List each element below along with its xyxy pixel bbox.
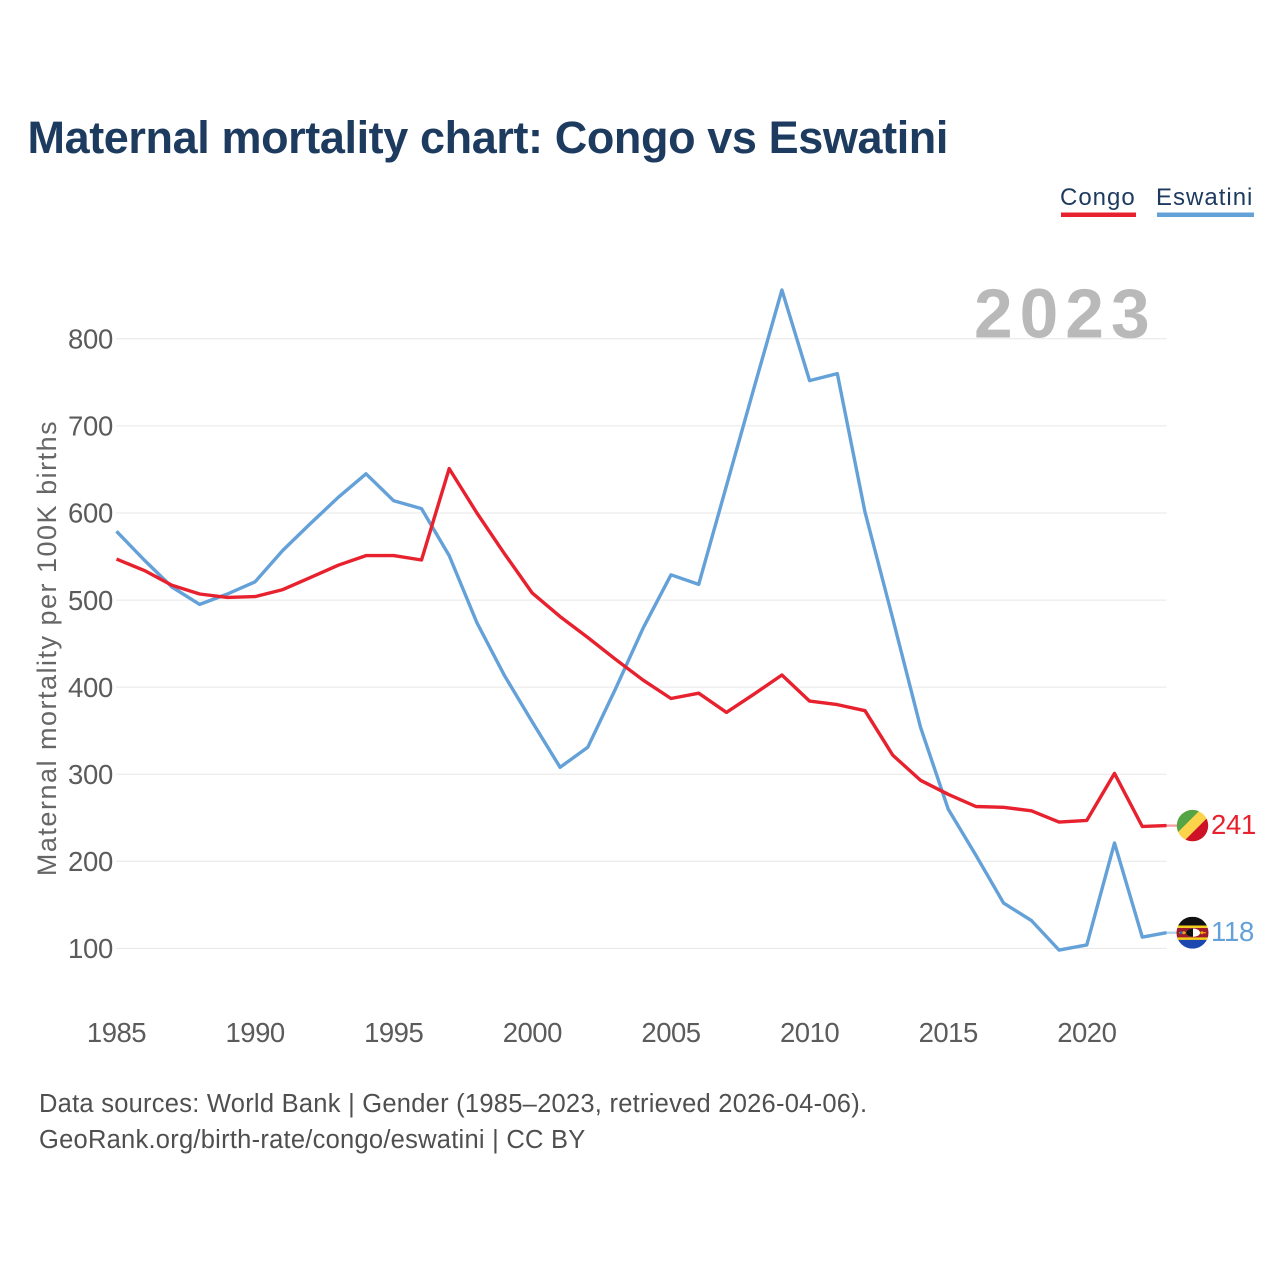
svg-text:Congo: Congo: [1060, 184, 1136, 211]
svg-text:GeoRank.org/birth-rate/congo/e: GeoRank.org/birth-rate/congo/eswatini | …: [39, 1126, 586, 1154]
svg-text:2015: 2015: [919, 1017, 978, 1048]
svg-text:600: 600: [68, 498, 113, 529]
svg-text:800: 800: [68, 324, 113, 355]
svg-text:2023: 2023: [974, 275, 1157, 353]
svg-text:200: 200: [68, 846, 113, 877]
svg-text:1990: 1990: [226, 1017, 285, 1048]
svg-text:400: 400: [68, 672, 113, 703]
svg-text:1995: 1995: [364, 1017, 423, 1048]
svg-text:100: 100: [68, 933, 113, 964]
svg-text:300: 300: [68, 759, 113, 790]
svg-text:500: 500: [68, 585, 113, 616]
svg-text:2005: 2005: [641, 1017, 700, 1048]
svg-text:2020: 2020: [1057, 1017, 1116, 1048]
svg-text:700: 700: [68, 411, 113, 442]
svg-text:Data sources: World Bank | Gen: Data sources: World Bank | Gender (1985–…: [39, 1090, 867, 1118]
svg-text:2010: 2010: [780, 1017, 839, 1048]
svg-text:2000: 2000: [503, 1017, 562, 1048]
svg-text:1985: 1985: [87, 1017, 146, 1048]
svg-text:241: 241: [1211, 809, 1256, 840]
svg-text:Maternal mortality per 100K bi: Maternal mortality per 100K births: [32, 420, 62, 876]
svg-text:Eswatini: Eswatini: [1156, 184, 1253, 211]
svg-text:118: 118: [1211, 916, 1254, 947]
